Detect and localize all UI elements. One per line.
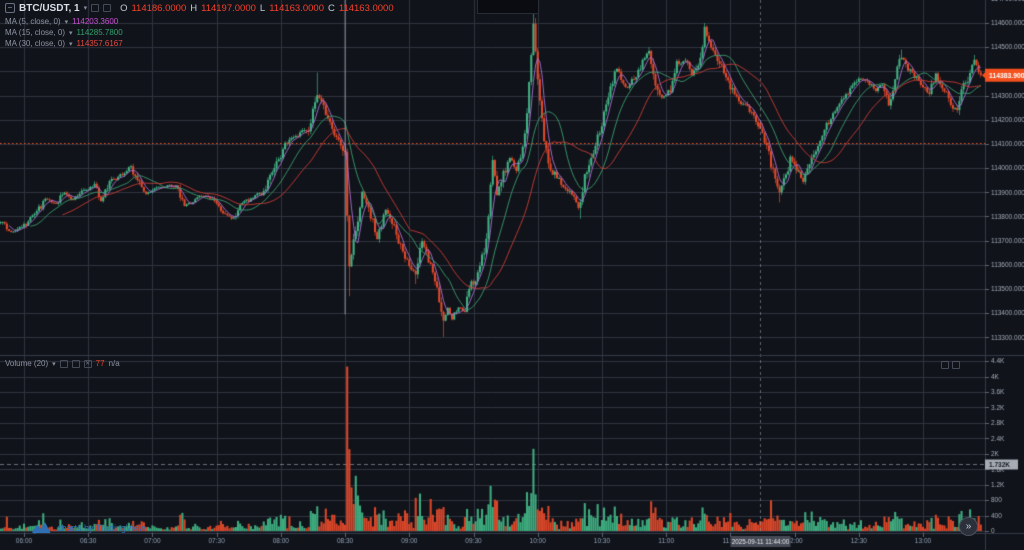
symbol-title[interactable]: BTC/USDT, 1: [19, 2, 80, 14]
ma30-legend-row: MA (30, close, 0) ▾ 114357.6167: [5, 39, 123, 48]
close-value: 114163.0000: [338, 2, 394, 14]
volume-caret-icon[interactable]: ▾: [52, 360, 56, 368]
close-key: C: [327, 2, 335, 14]
high-value: 114197.0000: [201, 2, 256, 14]
pane-close-icon[interactable]: [952, 361, 960, 369]
low-key: L: [259, 2, 266, 14]
volume-label: Volume (20): [5, 359, 49, 368]
ma30-caret-icon[interactable]: ▾: [69, 40, 73, 48]
compare-icon[interactable]: [103, 4, 112, 12]
ma15-caret-icon[interactable]: ▾: [69, 29, 73, 37]
time-axis[interactable]: [0, 533, 1024, 550]
volume-legend: Volume (20) ▾ ✕ 77 n/a: [5, 359, 120, 368]
attribution[interactable]: charts by TradingView: [30, 521, 145, 534]
legend: − BTC/USDT, 1 ▾ O 114186.0000 H 114197.000…: [5, 2, 394, 48]
attribution-text: charts by TradingView: [57, 522, 146, 533]
ma15-label: MA (15, close, 0): [5, 28, 66, 37]
ohlc-readout: O 114186.0000 H 114197.0000 L 114163.0000 C…: [120, 3, 394, 14]
open-value: 114186.0000: [131, 2, 187, 14]
high-key: H: [190, 2, 198, 14]
tradingview-logo-icon: [32, 522, 51, 534]
pane-buttons: [941, 361, 960, 369]
volume-ma-value: n/a: [108, 359, 120, 368]
scroll-to-realtime-button[interactable]: »: [959, 517, 978, 536]
ma5-legend-row: MA (5, close, 0) ▾ 114203.3600: [5, 17, 118, 26]
ma5-value: 114203.3600: [72, 17, 119, 26]
pane-maximize-icon[interactable]: [941, 361, 949, 369]
volume-value: 77: [95, 359, 105, 368]
close-icon[interactable]: ✕: [83, 359, 92, 368]
eye-icon[interactable]: [59, 359, 68, 368]
ma5-caret-icon[interactable]: ▾: [64, 18, 69, 26]
settings-icon[interactable]: [71, 359, 80, 368]
ma5-label: MA (5, close, 0): [5, 17, 61, 26]
ma30-label: MA (30, close, 0): [5, 39, 66, 48]
chart-style-icon[interactable]: [91, 4, 100, 12]
ma15-legend-row: MA (15, close, 0) ▾ 114285.7800: [5, 28, 123, 37]
ma30-value: 114357.6167: [76, 39, 123, 48]
interval-caret-icon[interactable]: ▾: [83, 5, 88, 12]
ma15-value: 114285.7800: [76, 28, 123, 37]
legend-collapse-icon[interactable]: −: [5, 3, 15, 13]
top-center-panel[interactable]: [477, 0, 539, 14]
open-key: O: [120, 2, 128, 14]
price-axis[interactable]: [985, 0, 1024, 533]
low-value: 114163.0000: [269, 2, 324, 14]
